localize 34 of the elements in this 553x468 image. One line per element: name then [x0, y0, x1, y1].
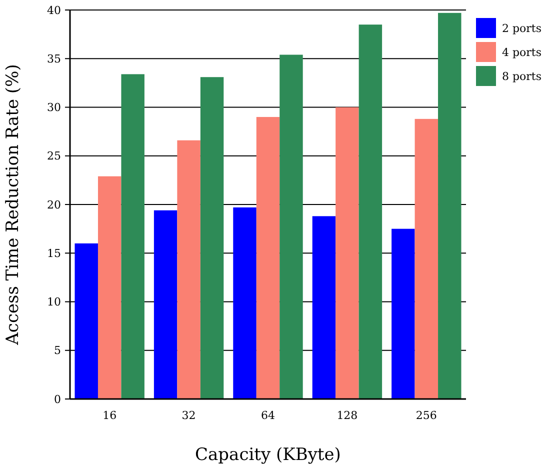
bar	[280, 54, 303, 399]
x-tick-label: 64	[261, 409, 275, 422]
bar	[438, 12, 462, 399]
bar	[358, 24, 382, 399]
y-tick-label: 5	[54, 344, 61, 358]
y-tick-label: 0	[54, 392, 61, 406]
x-axis-title: Capacity (KByte)	[195, 445, 341, 465]
y-tick-label: 10	[47, 296, 61, 309]
bar	[233, 207, 256, 399]
y-axis-title: Access Time Reduction Rate (%)	[3, 64, 23, 346]
bar	[177, 140, 200, 399]
y-tick-label: 25	[47, 150, 61, 163]
bar	[336, 107, 359, 399]
x-tick-label: 256	[416, 409, 437, 422]
x-tick-label: 32	[182, 409, 196, 422]
bar	[256, 116, 280, 399]
y-tick-label: 35	[47, 52, 61, 66]
x-tick-label: 16	[102, 409, 117, 422]
y-tick-label: 30	[47, 101, 61, 114]
bar	[74, 243, 98, 399]
bar	[414, 118, 438, 399]
bar	[121, 74, 144, 399]
legend-label: 4 ports	[502, 46, 542, 59]
bar	[200, 77, 224, 399]
bar	[154, 210, 178, 399]
x-tick-label: 128	[336, 409, 358, 422]
legend-label: 2 ports	[502, 22, 542, 35]
legend-label: 8 ports	[502, 70, 542, 83]
y-tick-label: 20	[47, 198, 61, 212]
bar	[312, 216, 336, 399]
y-tick-label: 40	[47, 4, 61, 17]
bar	[392, 228, 415, 399]
y-tick-label: 15	[47, 246, 61, 260]
bar	[98, 176, 122, 399]
